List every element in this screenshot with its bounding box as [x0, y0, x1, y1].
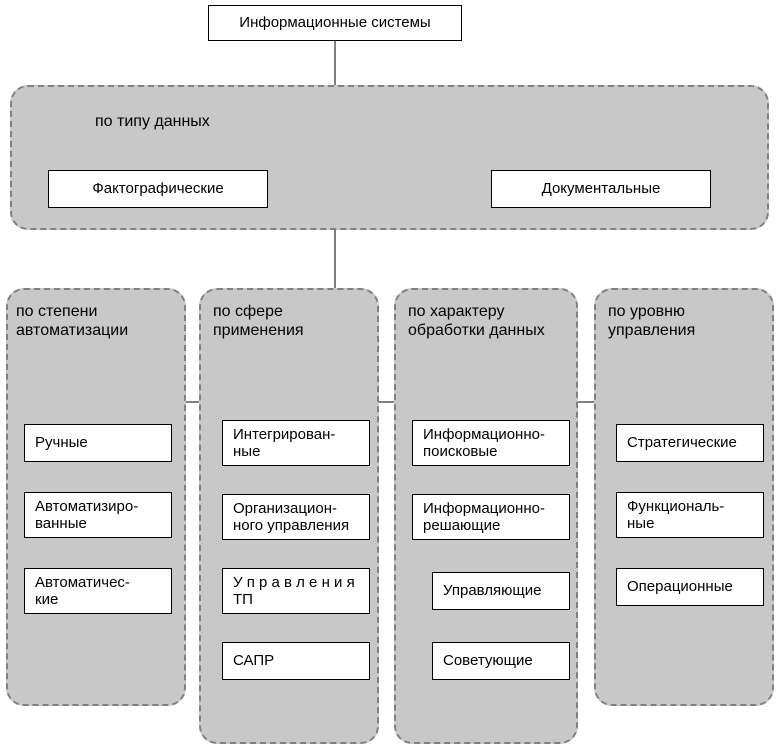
- node-a1: Ручные: [24, 424, 172, 462]
- node-doc: Документальные: [491, 170, 711, 208]
- group-label-management: по уровню управления: [608, 302, 764, 340]
- node-b2: Организацион-ного управления: [222, 494, 370, 540]
- node-c3: Управляющие: [432, 572, 570, 610]
- node-d2: Функциональ-ные: [616, 492, 764, 538]
- node-c4: Советующие: [432, 642, 570, 680]
- node-d3: Операционные: [616, 568, 764, 606]
- group-label-processing: по характеру обработки данных: [408, 302, 568, 340]
- node-d1: Стратегические: [616, 424, 764, 462]
- group-data_type: [10, 85, 769, 230]
- group-label-data_type: по типу данных: [95, 112, 210, 131]
- node-b4: САПР: [222, 642, 370, 680]
- node-a3: Автоматичес-кие: [24, 568, 172, 614]
- root-node: Информационные системы: [208, 5, 462, 41]
- group-label-application: по сфере применения: [213, 302, 369, 340]
- node-fact: Фактографические: [48, 170, 268, 208]
- node-c1: Информационно-поисковые: [412, 420, 570, 466]
- node-b3: У п р а в л е н и я ТП: [222, 568, 370, 614]
- node-c2: Информационно-решающие: [412, 494, 570, 540]
- diagram-canvas: по типу данных по степени автоматизации по…: [0, 0, 780, 749]
- node-a2: Автоматизиро-ванные: [24, 492, 172, 538]
- group-label-automation: по степени автоматизации: [16, 302, 176, 340]
- node-b1: Интегрирован-ные: [222, 420, 370, 466]
